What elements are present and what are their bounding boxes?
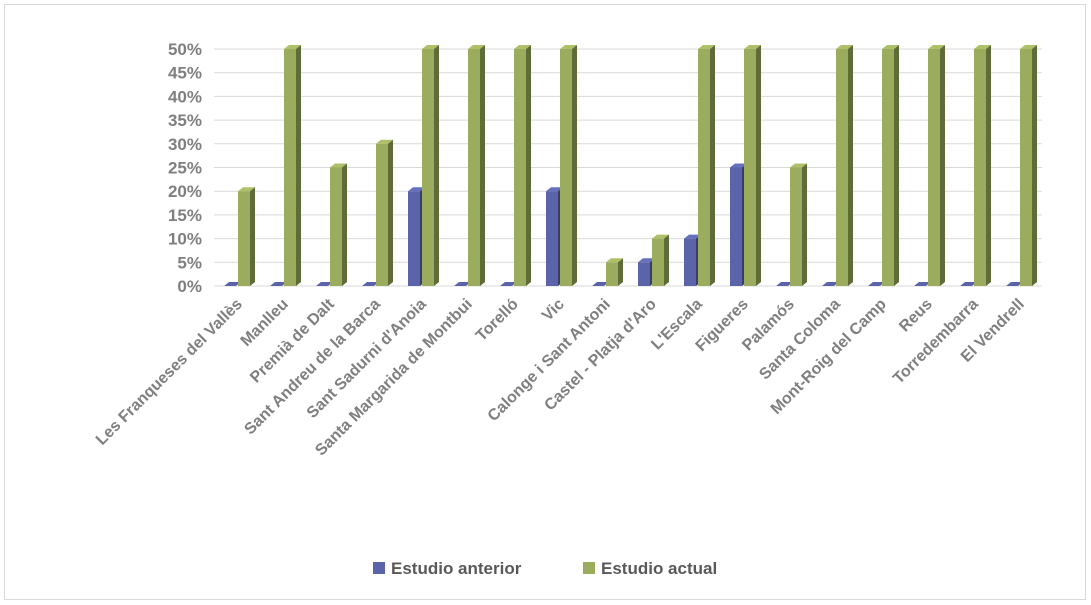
bar: [868, 282, 885, 286]
x-tick-label: Reus: [896, 296, 936, 336]
bar: [974, 45, 991, 286]
bar: [376, 139, 393, 286]
gridlines: [214, 48, 1042, 287]
bar: [284, 45, 301, 286]
bar: [822, 282, 839, 286]
y-tick-label: 35%: [168, 111, 202, 130]
bar: [238, 187, 255, 286]
bar: [468, 45, 485, 286]
legend-label: Estudio actual: [601, 559, 717, 578]
bar: [500, 282, 517, 286]
y-tick-label: 20%: [168, 182, 202, 201]
bar: [1006, 282, 1023, 286]
legend-label: Estudio anterior: [391, 559, 522, 578]
x-tick-label: Santa Coloma: [756, 296, 844, 384]
bar: [928, 45, 945, 286]
y-tick-label: 5%: [177, 253, 202, 272]
bar: [362, 282, 379, 286]
bar: [270, 282, 287, 286]
bar: [224, 282, 241, 286]
bar: [652, 234, 669, 286]
bar: [960, 282, 977, 286]
y-tick-label: 10%: [168, 230, 202, 249]
bar: [790, 163, 807, 286]
y-tick-label: 40%: [168, 87, 202, 106]
y-tick-label: 15%: [168, 206, 202, 225]
bar: [914, 282, 931, 286]
bar: [560, 45, 577, 286]
bar: [592, 282, 609, 286]
legend-swatch: [373, 562, 385, 574]
y-tick-label: 0%: [177, 277, 202, 296]
x-tick-label: Torredembarra: [890, 296, 982, 388]
bar: [606, 258, 623, 286]
y-tick-label: 30%: [168, 135, 202, 154]
legend-item: Estudio actual: [583, 559, 717, 578]
y-tick-label: 25%: [168, 159, 202, 178]
bars: [224, 45, 1037, 286]
bar: [744, 45, 761, 286]
x-tick-label: Les Franqueses del Vallès: [93, 296, 246, 449]
bar: [330, 163, 347, 286]
y-tick-label: 45%: [168, 64, 202, 83]
bar: [316, 282, 333, 286]
chart-frame: 0% 5% 10% 15% 20% 25% 30% 35% 40% 45% 50% Les Fran…: [4, 4, 1086, 600]
legend-item: Estudio anterior: [373, 559, 522, 578]
x-tick-label: Vic: [539, 296, 568, 325]
bar: [836, 45, 853, 286]
bar-chart: 0% 5% 10% 15% 20% 25% 30% 35% 40% 45% 50% Les Fran…: [93, 40, 1042, 578]
x-tick-label: Premià de Dalt: [247, 295, 338, 386]
bar: [454, 282, 471, 286]
bar: [698, 45, 715, 286]
bar: [882, 45, 899, 286]
legend-swatch: [583, 562, 595, 574]
x-tick-label: Torelló: [473, 296, 522, 345]
bar: [1020, 45, 1037, 286]
bar: [776, 282, 793, 286]
bar: [422, 45, 439, 286]
y-tick-label: 50%: [168, 40, 202, 59]
bar: [514, 45, 531, 286]
y-axis-ticks: 0% 5% 10% 15% 20% 25% 30% 35% 40% 45% 50%: [168, 40, 202, 296]
legend: Estudio anterior Estudio actual: [373, 559, 717, 578]
